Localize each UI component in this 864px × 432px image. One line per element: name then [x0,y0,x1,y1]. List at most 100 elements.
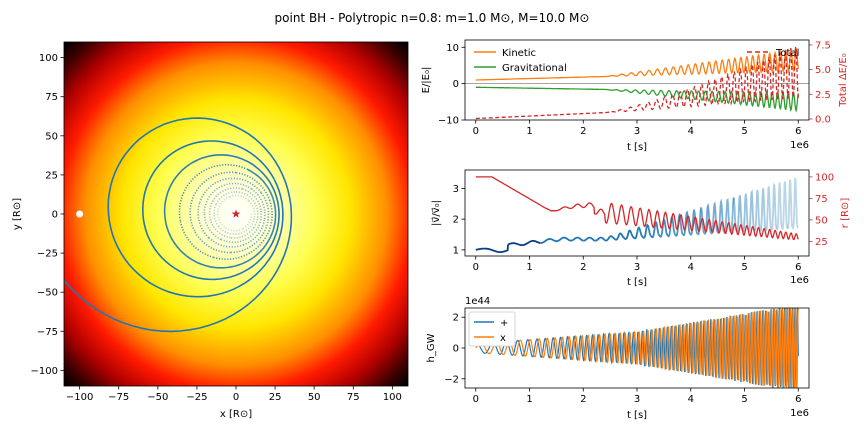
orbit-trajectory-segment [229,194,250,202]
orbit-x-tick-label: −50 [147,392,168,403]
velocity-yr-tick-label: 50 [815,215,828,226]
orbit-trajectory-segment [197,203,210,239]
orbit-trajectory-segment [122,303,250,333]
orbit-trajectory-segment [260,170,280,234]
velocity-xlabel: t [s] [627,277,647,288]
orbit-y-tick-label: 100 [39,53,58,64]
velocity-ylabel: |v⃗/v⃗₀| [431,200,442,226]
legend-cross-label: x [500,333,506,344]
gw-y-tick-label: −2 [444,374,459,385]
velocity-plot-area [465,170,809,256]
energy-ylabel: E/|E₀| [421,67,432,94]
orbit-trajectory-segment [208,140,275,180]
energy-yr-tick-label: 2.5 [815,90,831,101]
orbit-trajectory-segment [242,188,262,210]
orbit-x-tick-label: −25 [186,392,207,403]
gw-ylabel: h_GW [426,333,437,362]
orbit-trajectory-segment [247,168,277,215]
gw-x-tick-label: 1 [526,394,532,405]
velocity-x-tick-label: 5 [741,262,747,273]
orbit-trajectory-segment [217,211,226,229]
orbit-trajectory-segment [215,187,243,197]
orbit-trajectory-segment [107,148,131,242]
gw-y-offset: 1e44 [465,296,490,307]
gw-y-tick-label: 2 [453,313,459,324]
orbit-y-tick-label: 50 [45,131,58,142]
orbit-trajectory-segment [210,221,232,239]
energy-plot-area [465,40,809,120]
orbit-x-tick-label: 75 [347,392,360,403]
speed-line-segment [743,189,757,233]
orbit-trajectory-segment [248,200,256,221]
orbit-x-tick-label: 0 [233,392,239,403]
speed-line-segment [561,236,573,242]
orbit-panel: −100 −75 −50 −25 0 25 50 75 100 100 75 50 25 0 −25 −50… [12,41,409,420]
energy-right-ticks: 7.5 5.0 2.5 0.0 [809,40,831,126]
orbit-trajectory-segment [213,203,220,227]
gw-panel: 0 1 2 3 4 5 6 2 0 −2 1e44 t [s] 1e6 h_GW + x [426,296,810,421]
gw-x-tick-label: 4 [688,394,694,405]
energy-x-tick-label: 0 [473,126,479,137]
energy-xlabel: t [s] [627,142,647,153]
orbit-trajectory-segment [208,237,244,248]
velocity-yr-tick-label: 75 [815,194,828,205]
legend-grav-label: Gravitational [502,63,567,74]
velocity-x-offset: 1e6 [790,275,809,286]
velocity-x-ticks: 0 1 2 3 4 5 6 [473,256,801,273]
energy-x-offset: 1e6 [790,140,809,151]
orbit-trajectory-segment [225,227,244,232]
speed-line-segment [646,221,660,239]
velocity-ylabel-right: r [R⊙] [840,198,851,229]
orbit-trajectory-segment [208,195,218,222]
gw-y-tick-label: 0 [453,344,459,355]
orbit-trajectory-segment [197,163,249,176]
velocity-yr-tick-label: 100 [815,172,834,183]
speed-line-segment [496,244,509,253]
velocity-yr-tick-label: 25 [815,237,828,248]
black-hole-star-marker [231,209,241,218]
energy-yr-tick-label: 5.0 [815,65,831,76]
energy-y-tick-label: 10 [446,43,459,54]
orbit-trajectory-segment [201,154,262,172]
orbit-trajectory-segment [147,140,209,183]
orbit-y-tick-label: −75 [37,327,58,338]
orbit-y-tick-label: −25 [37,249,58,260]
orbit-y-ticks: 100 75 50 25 0 −25 −50 −75 −100 [31,53,64,377]
speed-line-segment [754,188,767,232]
orbit-trajectory-segment [219,182,253,190]
orbit-trajectory-segment [213,244,261,261]
energy-x-ticks: 0 1 2 3 4 5 6 [473,120,801,137]
gw-legend: + x [468,311,516,347]
orbit-trajectory-segment [189,257,248,269]
orbit-trajectory-segment [226,177,262,194]
gw-x-tick-label: 0 [473,394,479,405]
speed-line-segment [786,177,799,230]
gw-x-tick-label: 3 [634,394,640,405]
speed-line-segment [550,237,563,243]
orbit-y-tick-label: −100 [31,366,58,377]
orbit-x-tick-label: 100 [383,392,402,403]
velocity-x-tick-label: 4 [688,262,694,273]
gw-x-tick-label: 5 [741,394,747,405]
orbit-trajectory-segment [164,157,202,206]
velocity-panel: 0 1 2 3 4 5 6 3 2 1 100 75 50 25 t [s] 1e6 |v⃗/v⃗₀|… [431,169,851,288]
gw-x-offset: 1e6 [790,408,809,419]
gw-xlabel: t [s] [627,410,647,421]
orbit-trajectory-segment [248,197,293,305]
orbit-y-tick-label: −50 [37,288,58,299]
speed-line-segment [765,182,778,232]
orbit-trajectory-segment [220,235,251,243]
orbit-trajectory-segment [178,174,199,222]
energy-y-tick-label: 0 [453,79,459,90]
orbit-trajectory-segment [129,117,222,150]
total-energy-line [475,44,799,120]
velocity-right-ticks: 100 75 50 25 [809,172,834,248]
legend-kinetic-label: Kinetic [502,48,536,59]
orbit-trajectory-segment [157,253,226,281]
energy-x-tick-label: 4 [688,126,694,137]
energy-series [465,44,809,120]
orbit-trajectory-segment [215,191,236,205]
velocity-y-tick-label: 2 [453,215,459,226]
speed-line-segment [475,247,487,251]
speed-line-segment [593,236,606,242]
